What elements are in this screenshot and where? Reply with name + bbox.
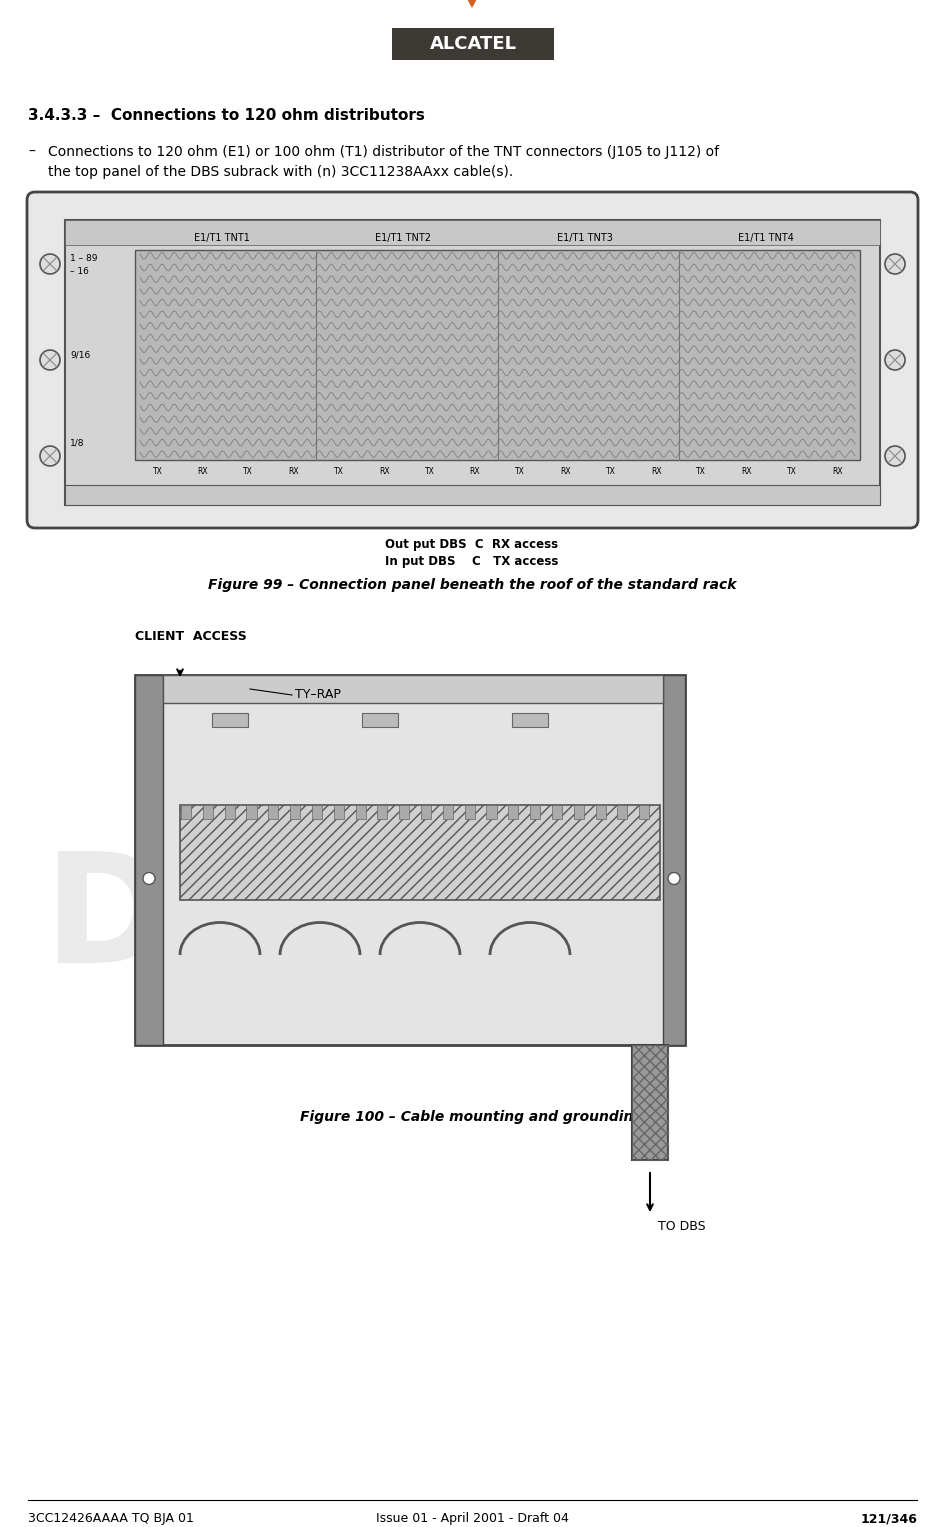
Text: Issue 01 - April 2001 - Draft 04: Issue 01 - April 2001 - Draft 04 [375,1512,568,1525]
Circle shape [143,872,155,884]
FancyBboxPatch shape [638,805,649,818]
FancyBboxPatch shape [179,805,659,899]
Text: 1/8: 1/8 [70,438,84,447]
Circle shape [667,872,680,884]
FancyBboxPatch shape [362,713,397,727]
Text: TX: TX [333,467,344,476]
Text: RX: RX [469,467,480,476]
FancyBboxPatch shape [135,675,162,1044]
Text: RX: RX [197,467,208,476]
Text: the top panel of the DBS subrack with (n) 3CC11238AAxx cable(s).: the top panel of the DBS subrack with (n… [48,165,513,179]
Text: RX: RX [831,467,842,476]
FancyBboxPatch shape [551,805,562,818]
FancyBboxPatch shape [632,1044,667,1161]
Text: TX: TX [244,467,253,476]
FancyBboxPatch shape [312,805,322,818]
Text: TX: TX [514,467,525,476]
Text: E1/T1 TNT2: E1/T1 TNT2 [375,234,430,243]
Text: ALCATEL: ALCATEL [429,35,516,53]
FancyBboxPatch shape [377,805,387,818]
Text: 3CC12426AAAA TQ BJA 01: 3CC12426AAAA TQ BJA 01 [28,1512,194,1525]
Text: TX: TX [605,467,615,476]
Circle shape [40,253,59,273]
Text: TO DBS: TO DBS [657,1220,705,1232]
Text: RX: RX [288,467,298,476]
FancyBboxPatch shape [27,192,917,528]
FancyBboxPatch shape [512,713,548,727]
FancyBboxPatch shape [663,675,684,1044]
Text: RX: RX [560,467,570,476]
Text: TY–RAP: TY–RAP [295,689,341,701]
Text: Out put DBS  C  RX access: Out put DBS C RX access [385,538,558,551]
FancyBboxPatch shape [573,805,583,818]
Text: 9/16: 9/16 [70,351,91,359]
Text: In put DBS    C   TX access: In put DBS C TX access [385,554,558,568]
Text: 1 – 89: 1 – 89 [70,253,97,263]
FancyBboxPatch shape [392,27,553,60]
FancyBboxPatch shape [65,486,879,505]
Text: TX: TX [424,467,434,476]
FancyBboxPatch shape [486,805,496,818]
Text: –: – [28,145,35,159]
FancyBboxPatch shape [246,805,256,818]
FancyBboxPatch shape [530,805,540,818]
FancyBboxPatch shape [65,220,879,244]
Text: E1/T1 TNT4: E1/T1 TNT4 [737,234,793,243]
FancyBboxPatch shape [616,805,627,818]
Text: TX: TX [696,467,705,476]
FancyBboxPatch shape [464,805,474,818]
Text: RX: RX [379,467,389,476]
Text: Figure 100 – Cable mounting and grounding: Figure 100 – Cable mounting and groundin… [300,1110,643,1124]
FancyBboxPatch shape [135,675,684,1044]
FancyBboxPatch shape [398,805,409,818]
Circle shape [885,446,904,466]
FancyBboxPatch shape [355,805,365,818]
Text: RX: RX [650,467,661,476]
FancyBboxPatch shape [268,805,278,818]
FancyBboxPatch shape [162,675,663,702]
FancyBboxPatch shape [181,805,191,818]
FancyBboxPatch shape [595,805,605,818]
Circle shape [885,253,904,273]
Text: TX: TX [786,467,796,476]
FancyBboxPatch shape [135,250,859,460]
FancyBboxPatch shape [333,805,344,818]
Text: RX: RX [741,467,751,476]
Text: CLIENT  ACCESS: CLIENT ACCESS [135,631,246,643]
Text: E1/T1 TNT1: E1/T1 TNT1 [194,234,249,243]
FancyBboxPatch shape [203,805,212,818]
Circle shape [40,446,59,466]
FancyBboxPatch shape [421,805,430,818]
FancyBboxPatch shape [290,805,300,818]
Polygon shape [460,0,483,8]
FancyBboxPatch shape [65,220,879,505]
Text: Figure 99 – Connection panel beneath the roof of the standard rack: Figure 99 – Connection panel beneath the… [208,579,735,592]
FancyBboxPatch shape [225,805,234,818]
Circle shape [40,350,59,370]
Text: 121/346: 121/346 [859,1512,916,1525]
Text: DRAFT: DRAFT [44,846,615,994]
Text: 3.4.3.3 –  Connections to 120 ohm distributors: 3.4.3.3 – Connections to 120 ohm distrib… [28,108,425,124]
Text: E1/T1 TNT3: E1/T1 TNT3 [556,234,612,243]
Text: Connections to 120 ohm (E1) or 100 ohm (T1) distributor of the TNT connectors (J: Connections to 120 ohm (E1) or 100 ohm (… [48,145,718,159]
Text: – 16: – 16 [70,267,89,276]
FancyBboxPatch shape [508,805,517,818]
Text: TX: TX [153,467,162,476]
Circle shape [885,350,904,370]
FancyBboxPatch shape [211,713,247,727]
FancyBboxPatch shape [443,805,452,818]
